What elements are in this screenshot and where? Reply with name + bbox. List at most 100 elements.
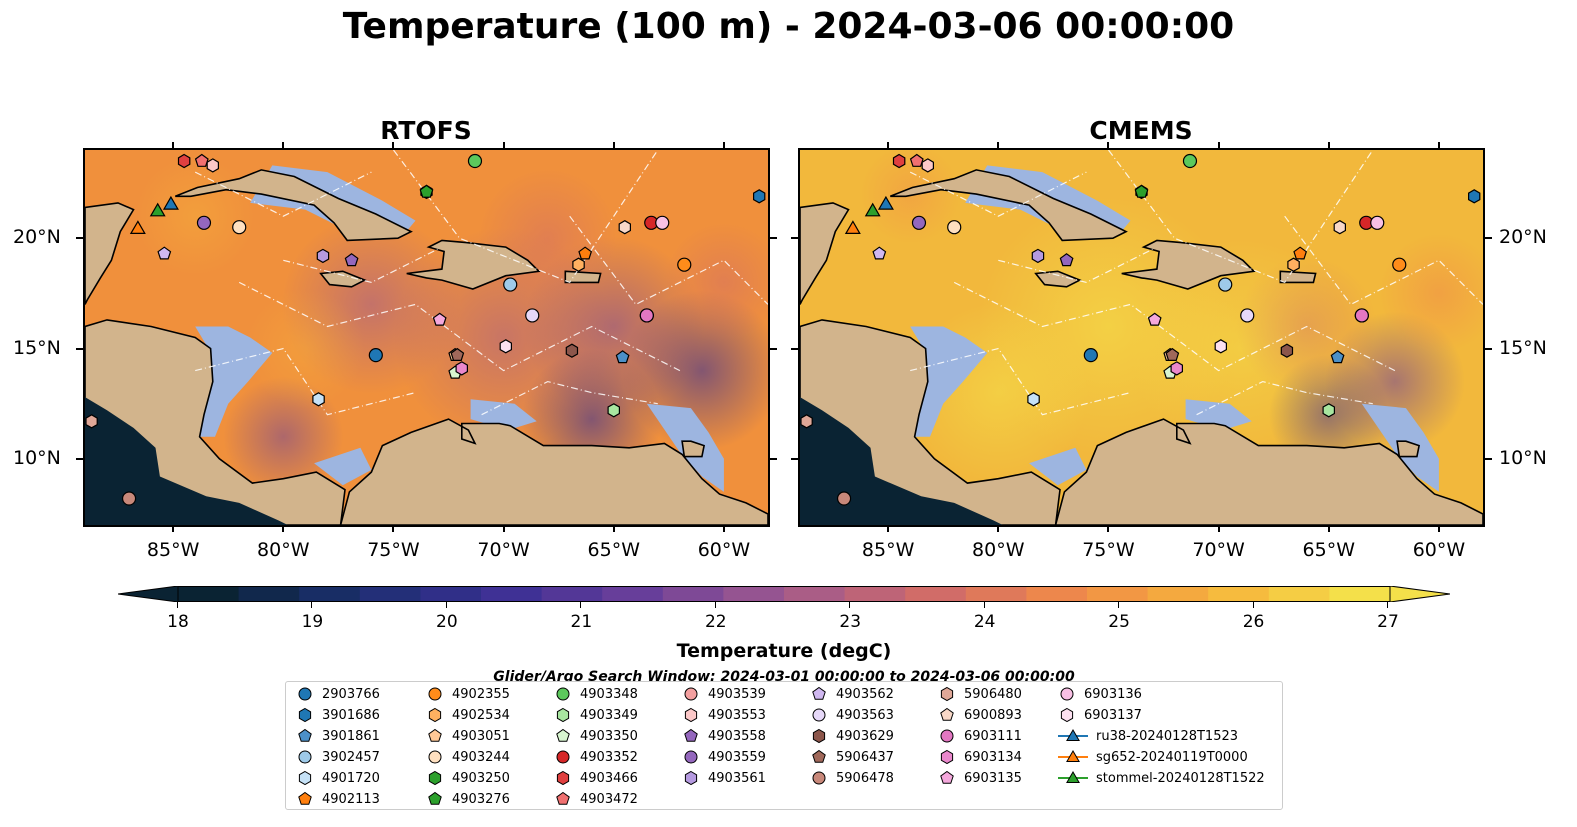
colorbar-band bbox=[541, 586, 603, 602]
float-marker bbox=[1240, 308, 1255, 323]
lon-tick bbox=[997, 525, 1000, 532]
legend-item: 4903563 bbox=[810, 707, 894, 723]
land-puerto-rico bbox=[1279, 270, 1317, 284]
legend-label: ru38-20240128T1523 bbox=[1096, 728, 1239, 744]
colorbar-tick-label: 26 bbox=[1242, 612, 1265, 632]
lon-tick-top bbox=[1327, 142, 1330, 149]
legend-label: 6903137 bbox=[1084, 707, 1142, 723]
legend-label: 4903562 bbox=[836, 686, 894, 702]
legend-label: 4903629 bbox=[836, 728, 894, 744]
eez-boundary bbox=[1108, 150, 1374, 284]
legend-item: 3901861 bbox=[296, 728, 380, 744]
float-marker bbox=[892, 153, 906, 169]
float-marker bbox=[615, 350, 630, 364]
colorbar-label: Temperature (degC) bbox=[676, 640, 892, 662]
lon-tick-top bbox=[612, 142, 615, 149]
legend-item: 4902113 bbox=[296, 791, 380, 807]
map-rtofs-canvas bbox=[85, 150, 768, 525]
float-marker bbox=[344, 253, 359, 267]
legend-item: 6903137 bbox=[1058, 707, 1142, 723]
colorbar-tick-label: 23 bbox=[839, 612, 862, 632]
float-marker bbox=[1333, 220, 1347, 235]
lon-tick-label: 85°W bbox=[146, 539, 200, 561]
legend-marker-icon bbox=[298, 707, 312, 723]
legend-label: 5906478 bbox=[836, 770, 894, 786]
colorbar-extend-min bbox=[117, 585, 179, 603]
lon-tick-top bbox=[1437, 142, 1440, 149]
colorbar-tick bbox=[1387, 602, 1388, 608]
legend-label: 6900893 bbox=[964, 707, 1022, 723]
float-marker bbox=[177, 153, 191, 169]
legend-marker-icon bbox=[556, 728, 570, 742]
float-marker bbox=[206, 158, 219, 173]
land-cuba bbox=[175, 169, 413, 242]
legend-label: 2903766 bbox=[322, 686, 380, 702]
legend-label: 4902534 bbox=[452, 707, 510, 723]
legend-marker-icon bbox=[298, 728, 312, 742]
legend-label: 4903539 bbox=[708, 686, 766, 702]
legend-marker-icon bbox=[1058, 750, 1088, 762]
lon-tick-label: 65°W bbox=[587, 539, 640, 561]
float-marker bbox=[1165, 347, 1180, 361]
legend-label: 4902113 bbox=[322, 791, 380, 807]
legend-marker-icon bbox=[428, 770, 442, 786]
legend-marker-icon bbox=[684, 707, 698, 723]
lat-tick-label: 20°N bbox=[13, 226, 61, 249]
float-marker bbox=[1147, 312, 1162, 326]
legend-marker-icon bbox=[684, 728, 698, 742]
legend-label: 3901861 bbox=[322, 728, 380, 744]
lon-tick-label: 80°W bbox=[972, 539, 1025, 561]
float-marker bbox=[911, 215, 927, 230]
float-marker bbox=[450, 347, 465, 361]
lon-tick-top bbox=[502, 142, 505, 149]
lon-tick bbox=[1107, 525, 1110, 532]
colorbar-tick-label: 21 bbox=[570, 612, 593, 632]
float-marker bbox=[565, 343, 579, 358]
float-marker bbox=[1287, 257, 1300, 272]
lon-tick bbox=[1217, 525, 1220, 532]
legend-item: 4903539 bbox=[682, 686, 766, 702]
legend-marker-icon bbox=[812, 686, 826, 700]
legend-item: 4903472 bbox=[554, 791, 638, 807]
legend-marker-icon bbox=[812, 771, 826, 785]
colorbar-band bbox=[178, 586, 240, 602]
float-marker bbox=[909, 153, 924, 167]
legend-label: 4903250 bbox=[452, 770, 510, 786]
float-marker bbox=[607, 403, 621, 418]
legend-marker-icon bbox=[1060, 707, 1074, 723]
colorbar-band bbox=[784, 586, 846, 602]
legend-item: 4903051 bbox=[426, 728, 510, 744]
land-south-america bbox=[339, 418, 768, 525]
map-cmems-canvas bbox=[800, 150, 1483, 525]
legend-marker-icon bbox=[428, 707, 442, 723]
float-marker bbox=[618, 220, 632, 235]
legend-marker-icon bbox=[684, 750, 698, 764]
lon-tick bbox=[1437, 525, 1440, 532]
legend-marker-icon bbox=[940, 707, 954, 721]
legend-item: ru38-20240128T1523 bbox=[1058, 728, 1238, 744]
colorbar-band bbox=[905, 586, 967, 602]
eez-boundary bbox=[238, 281, 681, 372]
colorbar-tick bbox=[177, 602, 178, 608]
legend-label: 4903349 bbox=[580, 707, 638, 723]
lon-tick-label: 75°W bbox=[1082, 539, 1135, 561]
float-marker bbox=[157, 246, 172, 260]
float-marker bbox=[316, 248, 330, 264]
legend-marker-icon bbox=[1060, 687, 1074, 701]
lat-tick bbox=[76, 457, 83, 460]
legend-marker-icon bbox=[298, 791, 312, 805]
lat-tick bbox=[791, 237, 798, 240]
colorbar-tick-label: 20 bbox=[436, 612, 458, 632]
colorbar-band bbox=[1329, 586, 1391, 602]
shallow-shelf bbox=[195, 326, 273, 437]
float-marker bbox=[1280, 343, 1294, 358]
float-marker bbox=[1392, 257, 1407, 272]
legend-marker-icon bbox=[298, 770, 312, 786]
eez-boundary bbox=[393, 150, 659, 284]
legend-item: sg652-20240119T0000 bbox=[1058, 749, 1248, 765]
lat-tick bbox=[791, 347, 798, 350]
lon-tick bbox=[392, 525, 395, 532]
lon-tick-top bbox=[722, 142, 725, 149]
eez-boundary bbox=[953, 281, 1396, 372]
legend-item: 4903562 bbox=[810, 686, 894, 702]
